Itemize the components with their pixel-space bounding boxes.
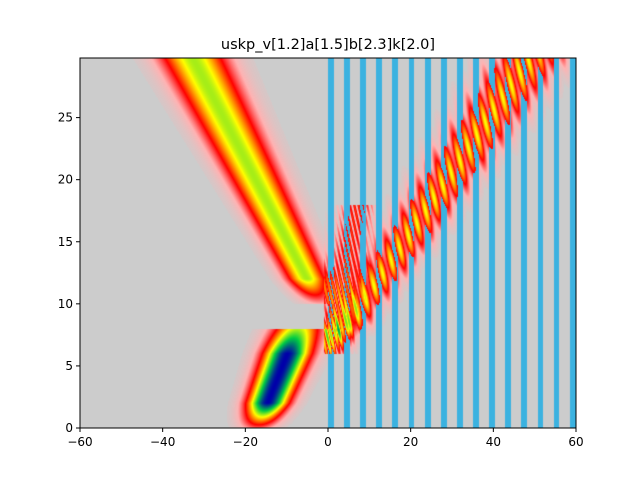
- x-tick-label: 60: [568, 435, 583, 449]
- y-tick-label: 20: [58, 173, 73, 187]
- y-axis: 0 5 10 15 20 25: [58, 111, 80, 435]
- x-tick-label: 40: [486, 435, 501, 449]
- plot-area: [80, 58, 576, 428]
- x-tick-label: 20: [403, 435, 418, 449]
- y-tick-label: 15: [58, 235, 73, 249]
- y-tick-label: 25: [58, 111, 73, 125]
- x-tick-label: −20: [233, 435, 258, 449]
- x-axis: −60 −40 −20 0 20 40 60: [67, 428, 584, 449]
- y-tick-label: 10: [58, 297, 73, 311]
- heatmap-image: [80, 58, 576, 428]
- y-tick-label: 0: [65, 421, 73, 435]
- chart-title: uskp_v[1.2]a[1.5]b[2.3]k[2.0]: [221, 37, 435, 53]
- x-tick-label: −60: [67, 435, 92, 449]
- y-tick-label: 5: [65, 359, 73, 373]
- x-tick-label: −40: [150, 435, 175, 449]
- x-tick-label: 0: [324, 435, 332, 449]
